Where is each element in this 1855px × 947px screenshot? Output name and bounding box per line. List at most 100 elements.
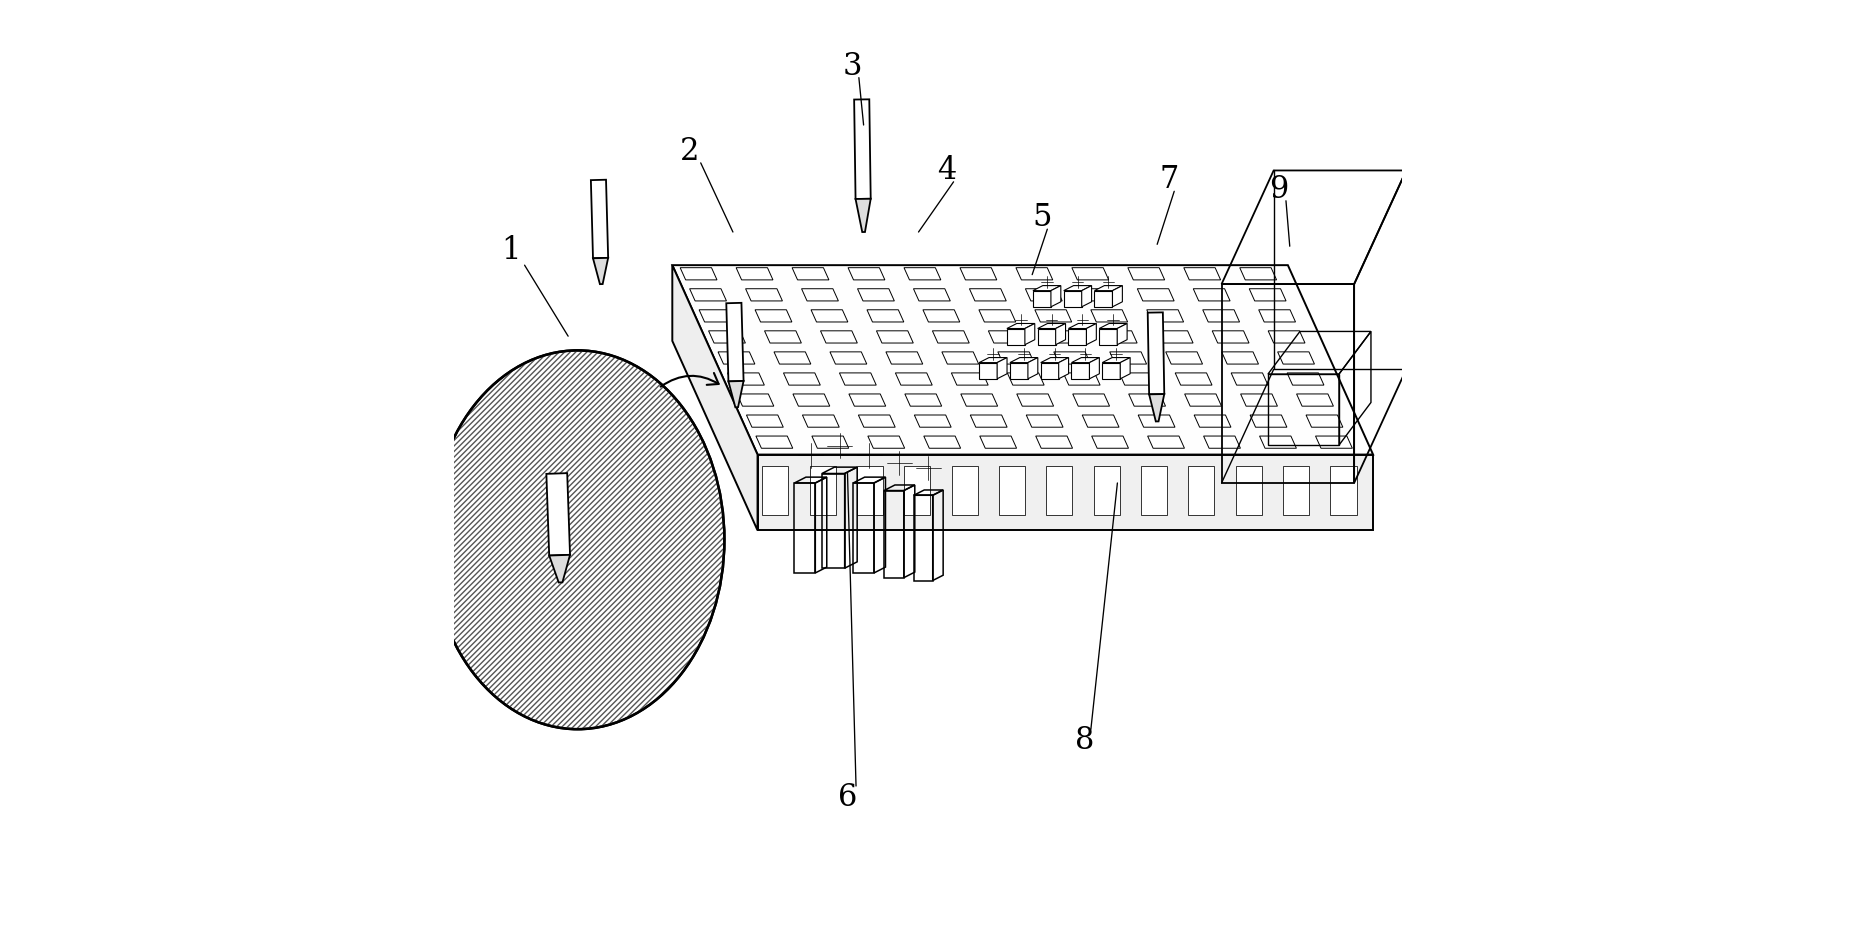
Polygon shape: [1072, 268, 1107, 280]
Polygon shape: [783, 373, 820, 385]
Polygon shape: [1063, 291, 1081, 307]
Text: 6: 6: [837, 782, 857, 813]
Polygon shape: [1146, 310, 1183, 322]
Circle shape: [1022, 345, 1024, 348]
Polygon shape: [1250, 415, 1286, 427]
Polygon shape: [903, 466, 929, 515]
Polygon shape: [989, 331, 1024, 343]
Polygon shape: [1148, 394, 1163, 421]
Polygon shape: [1221, 352, 1258, 364]
Polygon shape: [1041, 363, 1057, 379]
Polygon shape: [1306, 415, 1343, 427]
Circle shape: [1044, 273, 1048, 277]
Polygon shape: [679, 268, 716, 280]
Polygon shape: [755, 310, 792, 322]
Polygon shape: [762, 466, 788, 515]
Polygon shape: [952, 466, 978, 515]
Polygon shape: [1007, 324, 1035, 329]
Polygon shape: [672, 265, 1373, 455]
Text: 8: 8: [1074, 725, 1093, 756]
Polygon shape: [903, 268, 940, 280]
Polygon shape: [746, 289, 783, 301]
Polygon shape: [1007, 373, 1044, 385]
Polygon shape: [979, 358, 1007, 363]
Polygon shape: [857, 466, 883, 515]
Polygon shape: [801, 415, 838, 427]
Polygon shape: [857, 415, 894, 427]
Polygon shape: [1046, 466, 1072, 515]
Polygon shape: [590, 180, 608, 259]
Polygon shape: [545, 474, 569, 556]
Polygon shape: [1193, 289, 1230, 301]
Text: 1: 1: [501, 236, 521, 266]
Polygon shape: [1109, 352, 1146, 364]
Polygon shape: [1081, 289, 1117, 301]
Circle shape: [803, 462, 816, 475]
Circle shape: [892, 470, 905, 483]
Polygon shape: [1258, 310, 1295, 322]
Polygon shape: [1041, 358, 1068, 363]
Polygon shape: [792, 268, 829, 280]
Polygon shape: [1098, 324, 1126, 329]
Polygon shape: [1037, 324, 1065, 329]
Polygon shape: [1297, 394, 1332, 406]
Circle shape: [1083, 345, 1087, 348]
Polygon shape: [1267, 331, 1304, 343]
Polygon shape: [1119, 373, 1156, 385]
Polygon shape: [1057, 358, 1068, 379]
Polygon shape: [1026, 415, 1063, 427]
Circle shape: [1115, 345, 1117, 348]
Polygon shape: [811, 436, 848, 448]
Polygon shape: [801, 289, 838, 301]
Text: 7: 7: [1159, 165, 1178, 195]
Polygon shape: [1286, 373, 1323, 385]
Polygon shape: [979, 436, 1017, 448]
Circle shape: [863, 462, 876, 475]
Circle shape: [991, 345, 994, 348]
Circle shape: [1076, 273, 1078, 277]
Circle shape: [1080, 311, 1083, 314]
Polygon shape: [1193, 415, 1230, 427]
Polygon shape: [1054, 352, 1091, 364]
Polygon shape: [699, 310, 736, 322]
Polygon shape: [1102, 363, 1120, 379]
Polygon shape: [1085, 324, 1096, 345]
Polygon shape: [979, 363, 996, 379]
Polygon shape: [1128, 394, 1165, 406]
Polygon shape: [1070, 358, 1098, 363]
Polygon shape: [1230, 373, 1267, 385]
Text: 3: 3: [842, 51, 861, 81]
Circle shape: [1052, 345, 1055, 348]
Polygon shape: [1202, 310, 1239, 322]
Circle shape: [1111, 311, 1115, 314]
Polygon shape: [940, 352, 978, 364]
Polygon shape: [924, 436, 961, 448]
Polygon shape: [922, 310, 959, 322]
Polygon shape: [1187, 466, 1213, 515]
Polygon shape: [1070, 363, 1089, 379]
Polygon shape: [764, 331, 801, 343]
Polygon shape: [1102, 358, 1130, 363]
Polygon shape: [1260, 436, 1295, 448]
Polygon shape: [718, 352, 755, 364]
Polygon shape: [1183, 268, 1221, 280]
Polygon shape: [885, 352, 922, 364]
Polygon shape: [1315, 436, 1352, 448]
Polygon shape: [727, 381, 744, 407]
Polygon shape: [672, 265, 757, 530]
Polygon shape: [774, 352, 811, 364]
Polygon shape: [876, 331, 913, 343]
Polygon shape: [746, 415, 783, 427]
Polygon shape: [959, 268, 996, 280]
Polygon shape: [931, 331, 968, 343]
Polygon shape: [913, 289, 950, 301]
Polygon shape: [1098, 329, 1117, 345]
Text: 9: 9: [1269, 174, 1287, 205]
Polygon shape: [1063, 286, 1091, 291]
Polygon shape: [1091, 310, 1128, 322]
Polygon shape: [1165, 352, 1202, 364]
Polygon shape: [1037, 329, 1055, 345]
Polygon shape: [968, 289, 1005, 301]
Polygon shape: [1015, 268, 1052, 280]
Polygon shape: [1100, 331, 1137, 343]
